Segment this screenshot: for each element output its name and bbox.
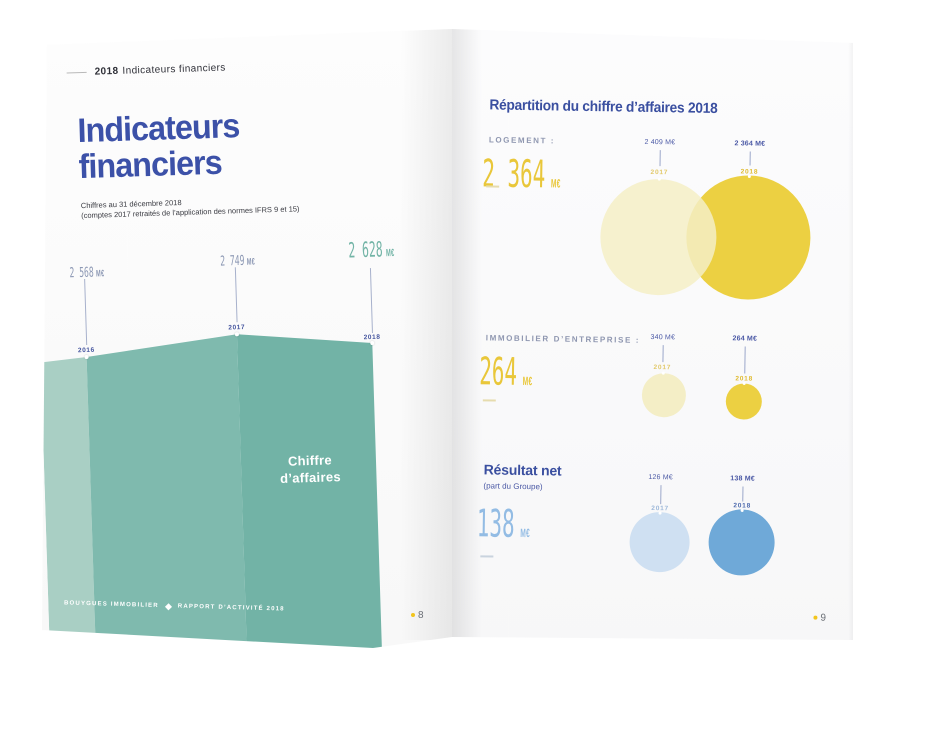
revenue-area-chart [42, 334, 383, 648]
immobilier-2018-label: 264 M€ [732, 335, 758, 343]
breadcrumb: 2018 Indicateurs financiers [66, 62, 226, 79]
immobilier-value: 264 M€ [479, 349, 533, 395]
gutter-shadow [400, 29, 452, 640]
immobilier-2018-line [744, 346, 746, 374]
logement-bubble-2017 [599, 178, 718, 296]
logement-2017-dot [657, 177, 661, 181]
chart-value-2018-number: 2 628 [347, 236, 384, 263]
immobilier-value-unit: M€ [522, 373, 533, 389]
section-title: Répartition du chiffre d’affaires 2018 [489, 97, 718, 117]
resultat-heading: Résultat net [483, 461, 562, 479]
logement-2017-line [659, 150, 661, 167]
chart-value-2016-number: 2 568 [69, 265, 95, 282]
logement-value-number: 2 364 [482, 151, 546, 197]
page-dot-icon [411, 613, 415, 618]
chart-value-2016: 2 568 M€ [69, 264, 104, 282]
gutter-shadow [452, 29, 482, 640]
page-number-left-value: 8 [418, 610, 424, 621]
chart-value-2017: 2 749 M€ [220, 252, 255, 270]
chart-area-label-line1: Chiffre [287, 452, 333, 469]
immobilier-bubble-2018 [725, 383, 763, 420]
eyebrow-year: 2018 [94, 65, 119, 78]
resultat-value-number: 138 [476, 501, 515, 546]
page-number-right-value: 9 [820, 612, 827, 624]
eyebrow-label: Indicateurs financiers [122, 62, 226, 77]
immobilier-underline [482, 399, 496, 402]
eyebrow-rule [66, 71, 87, 74]
resultat-2018-dot [740, 508, 744, 512]
right-page: Répartition du chiffre d’affaires 2018 L… [452, 29, 853, 640]
chart-value-2018: 2 628 M€ [348, 236, 395, 264]
logement-2018-dot [747, 174, 751, 179]
page-title: Indicateurs financiers [77, 107, 241, 187]
immobilier-value-number: 264 [478, 349, 518, 394]
immobilier-label: IMMOBILIER D’ENTREPRISE : [485, 333, 641, 345]
immobilier-2017-year: 2017 [653, 364, 672, 372]
chart-value-2017-number: 2 749 [219, 253, 245, 270]
resultat-2017-dot [658, 511, 662, 515]
chart-area-label-line2: d’affaires [279, 469, 342, 486]
resultat-2018-line [742, 486, 744, 502]
year-label-2016: 2016 [77, 346, 95, 355]
logement-underline [486, 185, 500, 188]
resultat-2018-label: 138 M€ [730, 475, 755, 483]
logement-value: 2 364 M€ [482, 151, 561, 197]
year-label-2017: 2017 [228, 324, 246, 332]
left-page-content: 2018 Indicateurs financiers Indicateurs f… [42, 29, 452, 648]
page-subtitle: Chiffres au 31 décembre 2018 (comptes 20… [81, 194, 300, 221]
marker-dot-2017 [234, 332, 240, 337]
page-title-line2: financiers [78, 143, 223, 187]
area-band-2016 [42, 357, 97, 648]
left-page: 2018 Indicateurs financiers Indicateurs f… [42, 29, 452, 648]
page-dot-icon [813, 615, 818, 620]
resultat-value: 138 M€ [477, 501, 531, 547]
immobilier-2017-label: 340 M€ [650, 333, 676, 342]
page-edge-shadow [848, 29, 853, 640]
chart-value-2017-unit: M€ [246, 256, 256, 267]
chart-value-2018-unit: M€ [385, 247, 395, 260]
page-number-left: 8 [411, 610, 424, 621]
resultat-value-unit: M€ [520, 525, 531, 541]
logement-2018-label: 2 364 M€ [734, 140, 766, 148]
resultat-subheading: (part du Groupe) [483, 481, 543, 492]
chart-value-2016-unit: M€ [95, 267, 105, 279]
bouygues-immobilier-logo-icon [164, 602, 172, 610]
resultat-bubble-2018 [708, 508, 776, 576]
chart-area-label: Chiffre d’affaires [279, 451, 341, 487]
logement-2017-label: 2 409 M€ [644, 138, 676, 147]
marker-dot-2016 [84, 354, 89, 360]
resultat-2017-label: 126 M€ [648, 473, 673, 482]
logement-label: LOGEMENT : [488, 135, 556, 146]
immobilier-2017-line [662, 345, 664, 363]
immobilier-2018-dot [742, 381, 746, 385]
immobilier-2017-dot [661, 371, 665, 375]
right-page-content: Répartition du chiffre d’affaires 2018 L… [452, 29, 853, 640]
page-number-right: 9 [813, 613, 826, 624]
resultat-underline [480, 555, 494, 558]
open-report-spread: 2018 Indicateurs financiers Indicateurs f… [40, 26, 856, 666]
resultat-bubble-2017 [629, 511, 691, 573]
area-band-2017-2018 [236, 334, 383, 648]
immobilier-bubble-2017 [641, 372, 687, 418]
logement-value-unit: M€ [550, 176, 561, 191]
resultat-2017-line [660, 485, 662, 505]
logement-2017-year: 2017 [650, 168, 669, 177]
marker-dot-2018 [370, 340, 375, 346]
logement-2018-line [749, 151, 751, 166]
area-band-2016-2017 [86, 334, 248, 648]
